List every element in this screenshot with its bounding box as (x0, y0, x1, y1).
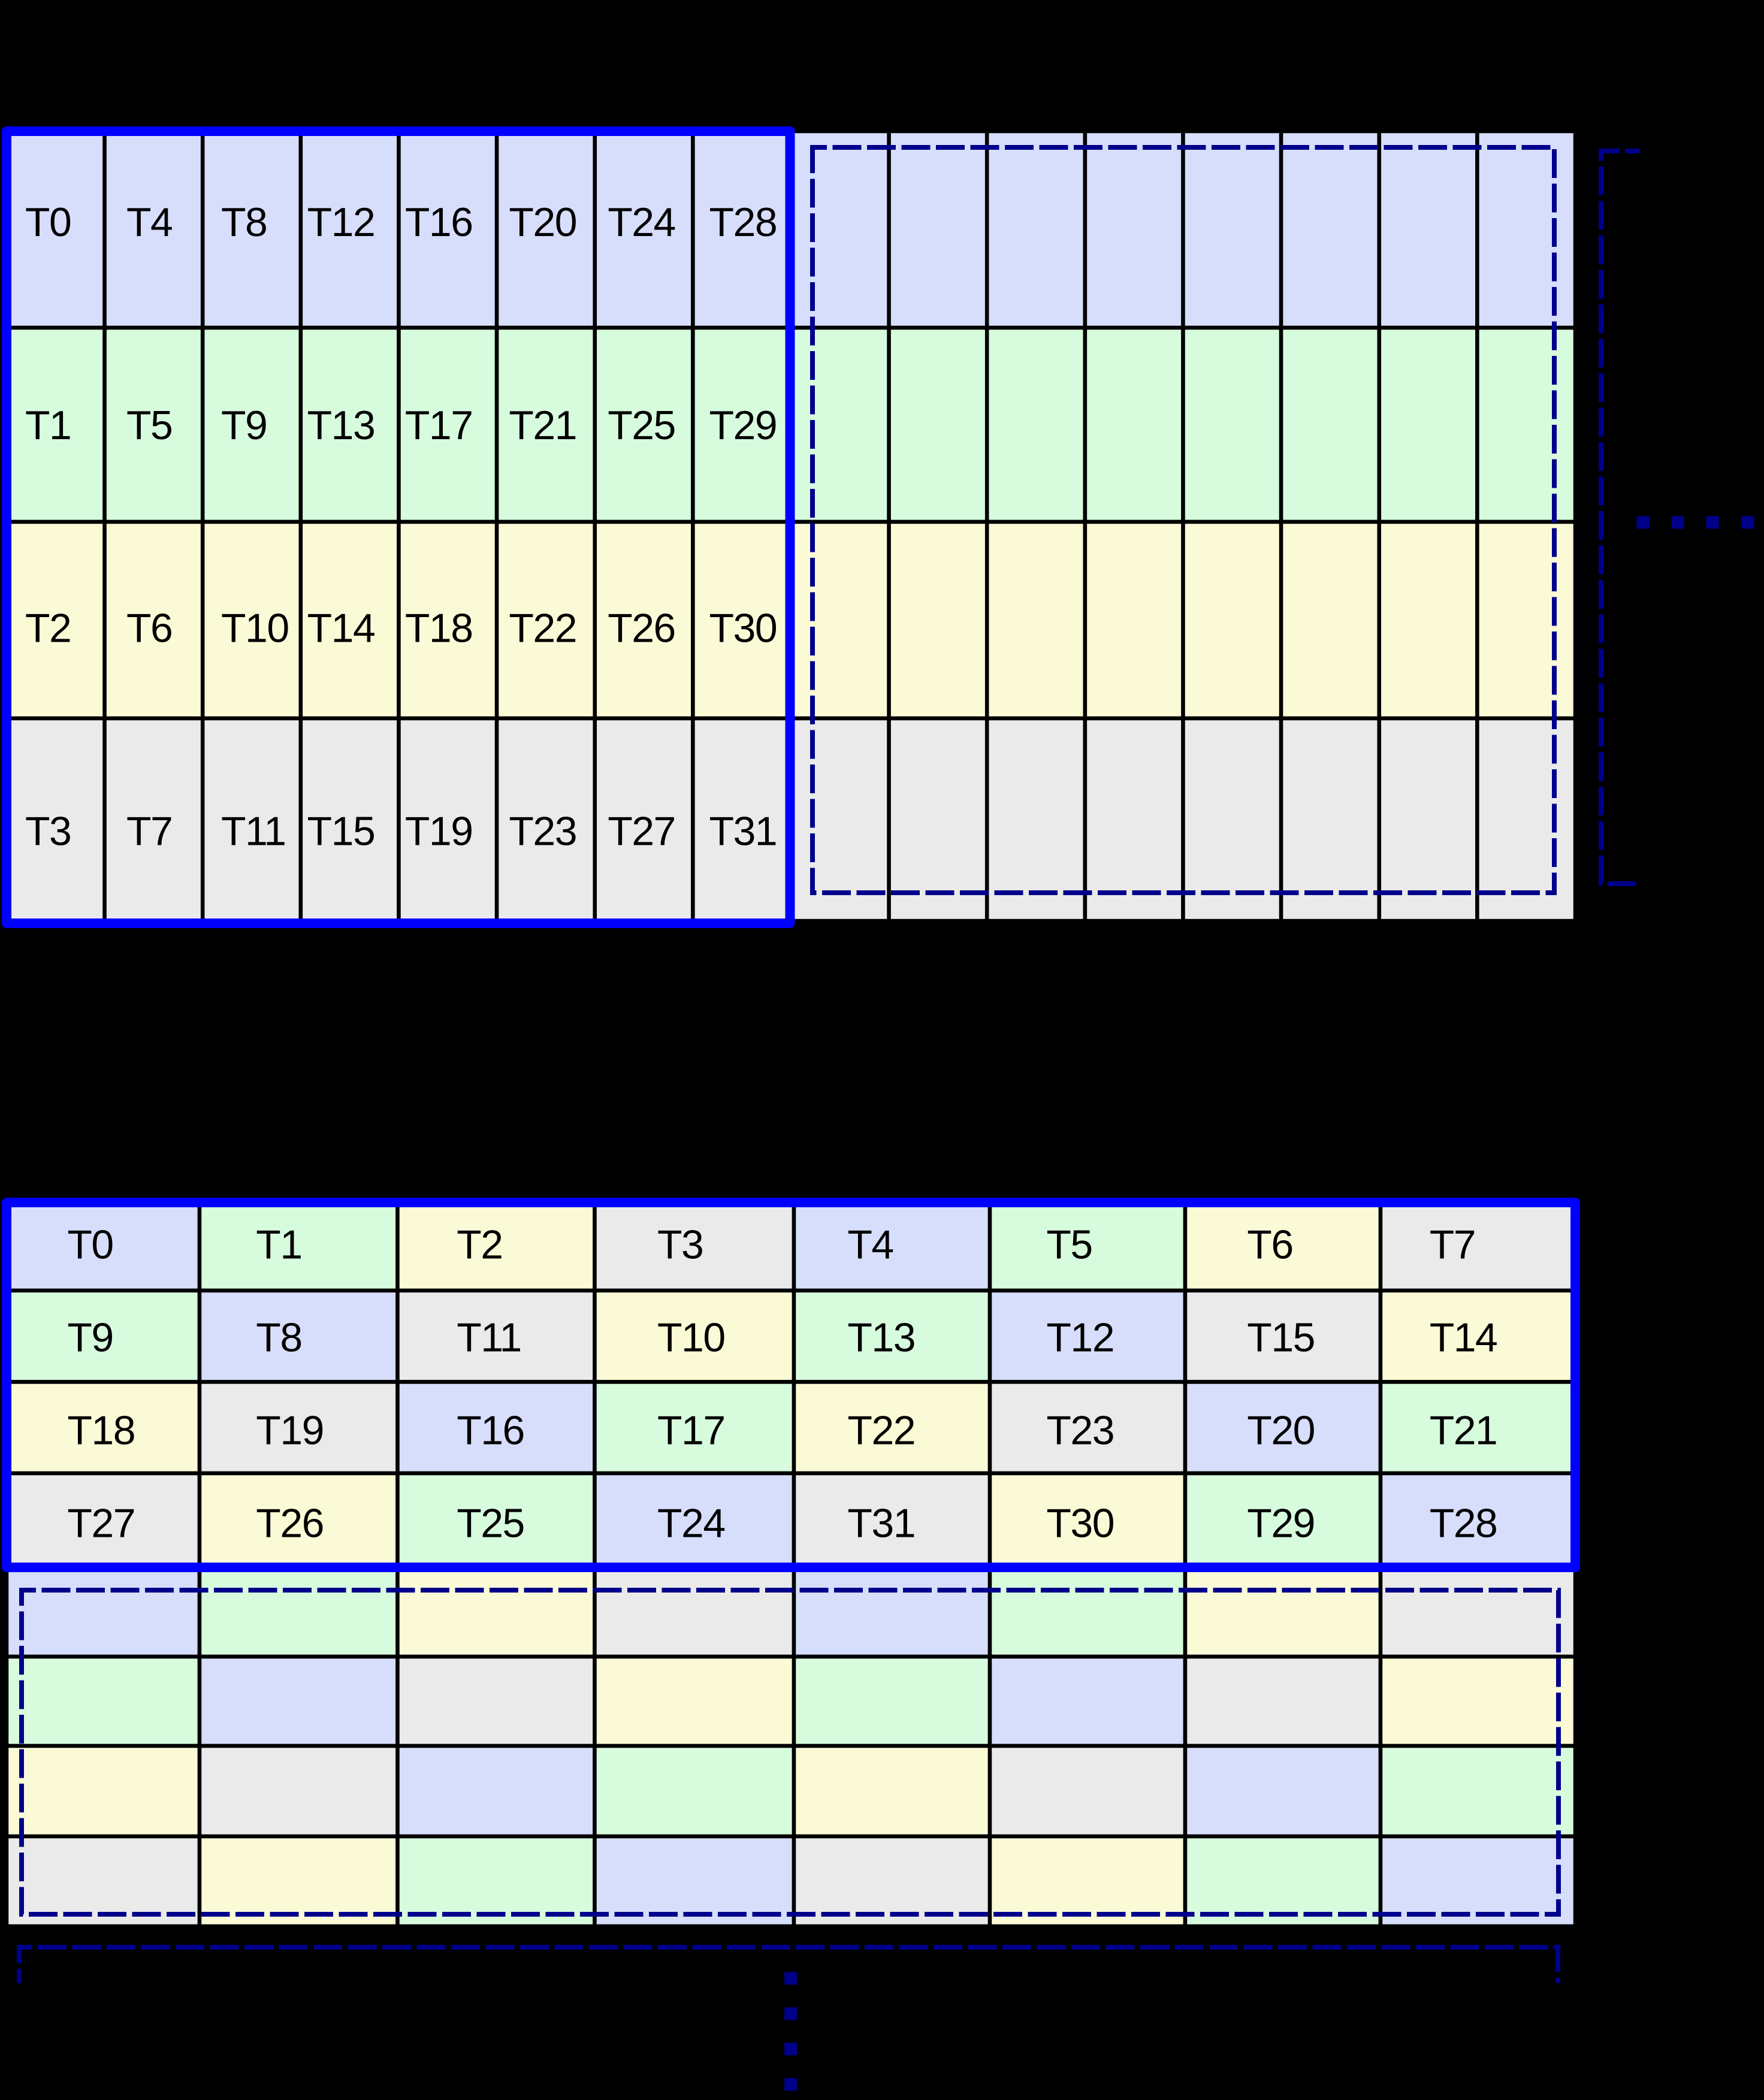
svg-text:T31: T31 (709, 808, 777, 854)
svg-text:T13: T13 (307, 403, 375, 448)
svg-text:T25: T25 (457, 1500, 524, 1546)
svg-text:T28: T28 (1430, 1500, 1497, 1546)
svg-text:T14: T14 (307, 606, 375, 651)
svg-text:T2: T2 (25, 606, 71, 651)
svg-text:T26: T26 (256, 1500, 324, 1546)
svg-text:T10: T10 (657, 1315, 725, 1360)
svg-text:T23: T23 (1046, 1407, 1114, 1453)
svg-text:T20: T20 (509, 200, 576, 245)
svg-text:T16: T16 (457, 1407, 524, 1453)
svg-text:T17: T17 (657, 1407, 725, 1453)
svg-text:T6: T6 (126, 606, 172, 651)
svg-text:T5: T5 (126, 403, 172, 448)
svg-text:T0: T0 (25, 200, 71, 245)
svg-text:T22: T22 (509, 606, 576, 651)
svg-text:T15: T15 (1247, 1315, 1315, 1360)
svg-text:T2: T2 (457, 1222, 502, 1267)
svg-text:T21: T21 (509, 403, 576, 448)
svg-text:T23: T23 (509, 808, 576, 854)
svg-text:T19: T19 (256, 1407, 324, 1453)
svg-text:T1: T1 (256, 1222, 301, 1267)
svg-text:T22: T22 (847, 1407, 915, 1453)
svg-text:T8: T8 (221, 200, 267, 245)
svg-text:T6: T6 (1247, 1222, 1292, 1267)
svg-text:T30: T30 (1046, 1500, 1114, 1546)
svg-text:T31: T31 (847, 1500, 915, 1546)
svg-text:T18: T18 (405, 606, 473, 651)
svg-text:T15: T15 (307, 808, 375, 854)
svg-text:T14: T14 (1430, 1315, 1497, 1360)
svg-text:T20: T20 (1247, 1407, 1315, 1453)
svg-text:T11: T11 (457, 1315, 521, 1360)
svg-text:T24: T24 (657, 1500, 725, 1546)
svg-text:T11: T11 (221, 808, 286, 854)
svg-text:T27: T27 (67, 1500, 135, 1546)
svg-text:T27: T27 (608, 808, 675, 854)
svg-text:T9: T9 (67, 1315, 113, 1360)
svg-text:T13: T13 (847, 1315, 915, 1360)
svg-text:T12: T12 (307, 200, 375, 245)
svg-text:T17: T17 (405, 403, 473, 448)
svg-text:T4: T4 (847, 1222, 893, 1267)
svg-text:T4: T4 (126, 200, 172, 245)
svg-text:T21: T21 (1430, 1407, 1497, 1453)
svg-text:T7: T7 (126, 808, 172, 854)
svg-text:T1: T1 (25, 403, 71, 448)
svg-text:T19: T19 (405, 808, 473, 854)
svg-text:T7: T7 (1430, 1222, 1475, 1267)
svg-text:T18: T18 (67, 1407, 135, 1453)
svg-text:T10: T10 (221, 606, 289, 651)
svg-text:T3: T3 (25, 808, 71, 854)
svg-text:T8: T8 (256, 1315, 301, 1360)
svg-text:T26: T26 (608, 606, 675, 651)
svg-text:T25: T25 (608, 403, 675, 448)
svg-text:T29: T29 (1247, 1500, 1315, 1546)
svg-text:T28: T28 (709, 200, 777, 245)
svg-text:T0: T0 (67, 1222, 113, 1267)
svg-text:T16: T16 (405, 200, 473, 245)
svg-text:T5: T5 (1046, 1222, 1092, 1267)
svg-text:T3: T3 (657, 1222, 703, 1267)
svg-text:T30: T30 (709, 606, 777, 651)
svg-text:T12: T12 (1046, 1315, 1114, 1360)
svg-text:T9: T9 (221, 403, 267, 448)
svg-text:T29: T29 (709, 403, 777, 448)
svg-text:T24: T24 (608, 200, 675, 245)
